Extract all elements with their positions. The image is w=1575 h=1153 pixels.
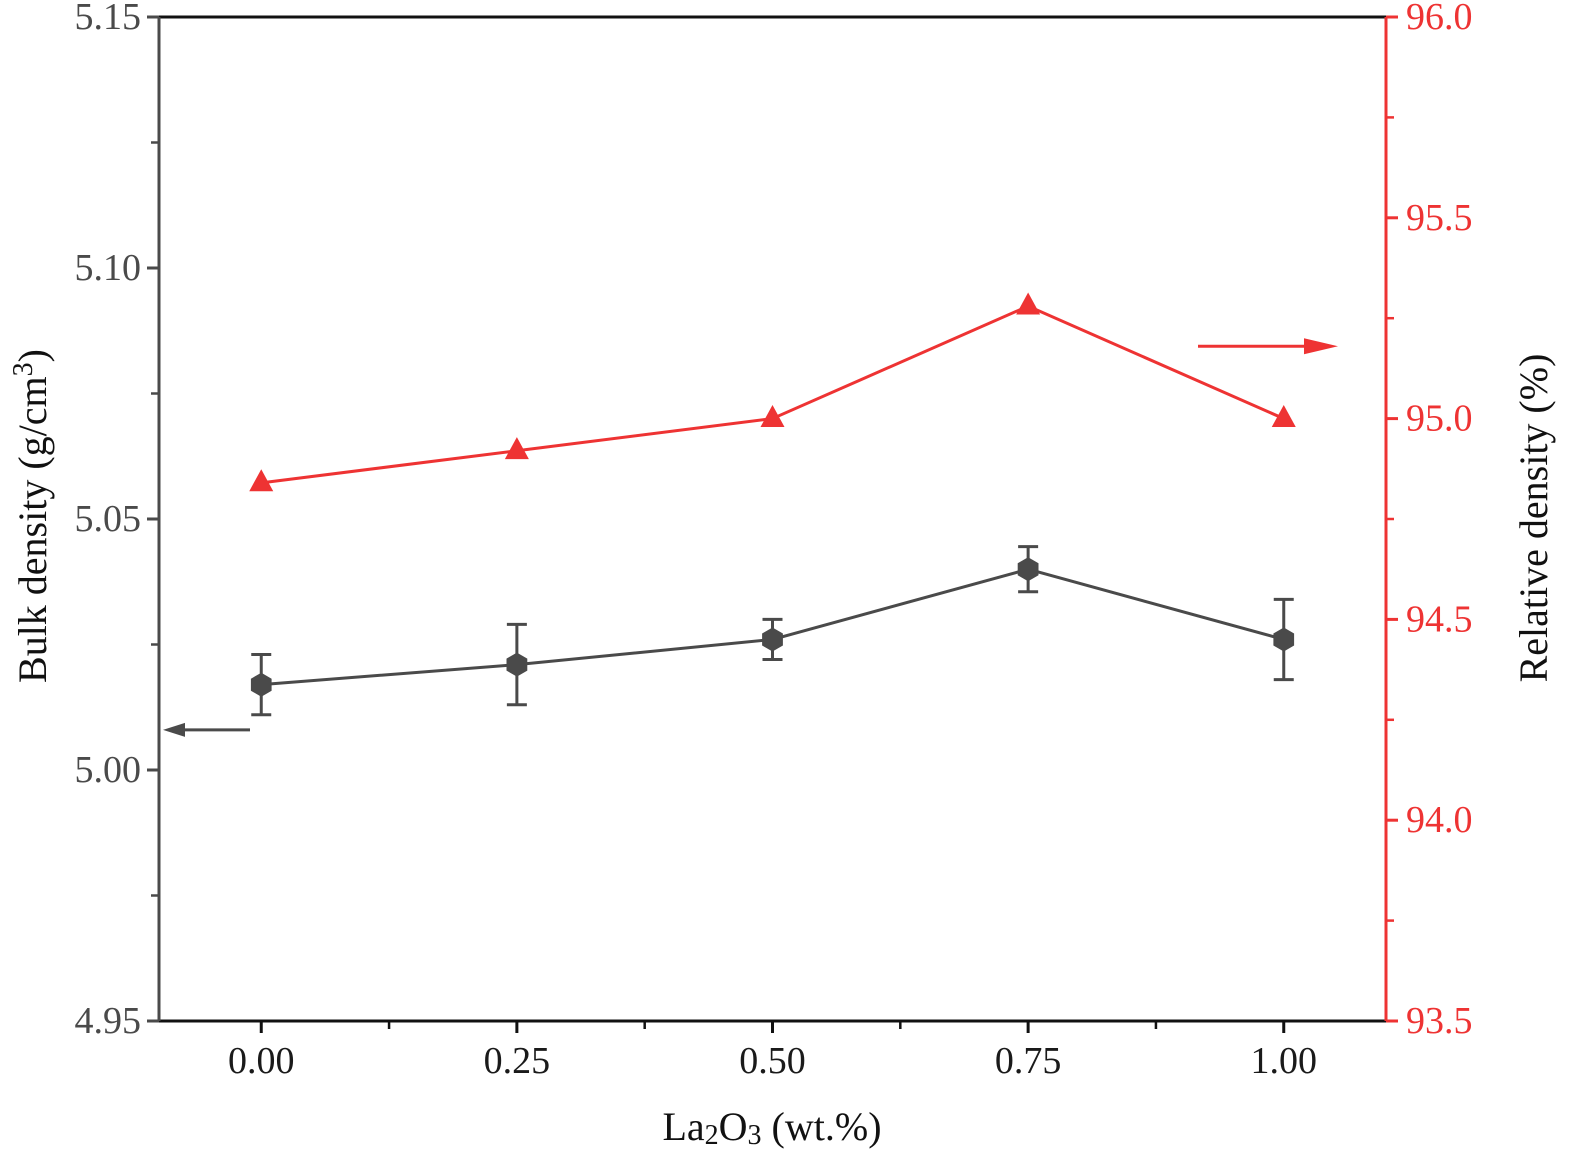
x-tick-label: 0.50 (739, 1040, 806, 1082)
data-point (1017, 557, 1039, 582)
x-tick-label: 0.25 (484, 1040, 551, 1082)
left-tick-label: 5.10 (75, 247, 142, 289)
left-tick-label: 5.05 (75, 498, 142, 540)
right-indicator-arrow (1198, 338, 1338, 355)
right-tick-label: 96.0 (1406, 0, 1473, 38)
right-tick-label: 95.0 (1406, 398, 1473, 440)
x-axis-ticks: 0.00 0.25 0.50 0.75 1.00 (228, 1021, 1317, 1082)
x-tick-label: 1.00 (1251, 1040, 1318, 1082)
right-tick-label: 93.5 (1406, 1000, 1473, 1042)
left-tick-label: 4.95 (75, 1000, 142, 1042)
left-indicator-arrow (163, 722, 250, 737)
data-point (1016, 292, 1041, 315)
right-tick-label: 95.5 (1406, 197, 1473, 239)
data-point (1271, 404, 1296, 427)
series-2 (249, 292, 1296, 492)
data-point (504, 437, 529, 460)
left-axis-title: Bulk density (g/cm3) (8, 349, 55, 683)
data-point (249, 469, 274, 492)
right-axis-title: Relative density (%) (1511, 354, 1556, 683)
data-point (506, 652, 528, 677)
series-line (261, 304, 1285, 485)
x-axis-title: La2O3 (wt.%) (662, 1104, 881, 1151)
x-tick-label: 0.00 (228, 1040, 295, 1082)
data-point (762, 627, 783, 652)
arrow-head (163, 722, 185, 737)
arrow-head (1304, 338, 1338, 355)
series-1 (250, 545, 1295, 717)
data-point (1273, 627, 1295, 652)
right-tick-label: 94.5 (1406, 598, 1473, 640)
series-layer (249, 292, 1296, 717)
right-tick-label: 94.0 (1406, 799, 1473, 841)
left-tick-label: 5.00 (75, 749, 142, 791)
data-point (250, 672, 272, 697)
plot-frame (157, 15, 1388, 1023)
x-tick-label: 0.75 (995, 1040, 1062, 1082)
left-axis-ticks: 4.95 5.00 5.05 5.10 5.15 (75, 0, 159, 1042)
right-axis-ticks: 93.5 94.0 94.5 95.0 95.5 96.0 (1386, 0, 1473, 1042)
data-point (760, 404, 785, 427)
indicator-arrows (163, 338, 1338, 737)
left-tick-label: 5.15 (75, 0, 142, 38)
